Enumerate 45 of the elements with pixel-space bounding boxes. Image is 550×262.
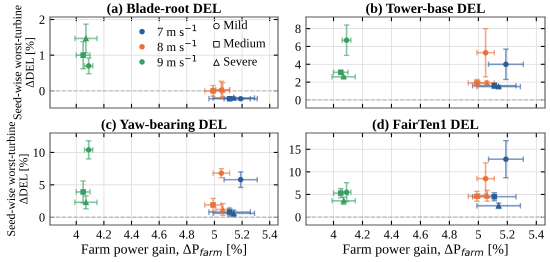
y-tick-label: 10: [34, 148, 45, 157]
x-tick-label: 4.6: [152, 230, 167, 239]
x-tick-label: 4.8: [442, 230, 457, 239]
x-tick-label: 4.2: [96, 230, 112, 239]
y-tick-label: 1: [40, 51, 44, 60]
y-axis-title: Seed-wise worst-turbine ΔDEL [%]: [13, 5, 36, 120]
chart-title: (b) Tower-base DEL: [366, 3, 485, 16]
x-tick-label: 5.2: [234, 230, 250, 239]
annotation: Medium: [224, 38, 266, 48]
y-tick-label: 0: [295, 96, 301, 104]
y-tick-label: 5: [296, 190, 301, 199]
y-tick-label: 10: [290, 168, 301, 176]
annotation: Severe: [224, 57, 257, 66]
y-tick-label: 4: [295, 60, 301, 69]
y-tick-label: 5: [40, 180, 45, 190]
chart-title: (d) FairTen1 DEL: [372, 119, 478, 132]
x-tick-label: 5.4: [529, 230, 544, 239]
y-tick-label: 15: [290, 145, 301, 154]
y-tick-label: 0: [39, 86, 45, 96]
x-tick-label: 4.4: [384, 230, 400, 239]
y-tick-label: 8: [295, 24, 301, 34]
x-tick-label: 4.2: [354, 230, 370, 239]
x-tick-label: 5: [212, 230, 218, 239]
x-tick-label: 4.8: [179, 230, 194, 239]
y-tick-label: 2: [39, 16, 44, 24]
x-axis-title: Farm power gain, ΔP$_{farm}$ [%]: [342, 244, 508, 257]
chart-title: (c) Yaw-bearing DEL: [102, 119, 226, 132]
annotation: Mild: [224, 20, 248, 30]
x-tick-label: 4: [73, 230, 80, 239]
legend-label: 7 m s$^{−1}$: [158, 24, 196, 36]
y-tick-label: 0: [295, 213, 301, 222]
legend-label: 9 m s$^{−1}$: [157, 55, 196, 66]
y-axis-title: Seed-wise worst-turbine ΔDEL [%]: [6, 122, 29, 236]
y-tick-label: 6: [295, 42, 301, 51]
chart-title: (a) Blade-root DEL: [107, 3, 221, 16]
x-tick-label: 5.4: [262, 230, 278, 239]
x-tick-label: 4.6: [412, 230, 428, 239]
y-tick-label: 0: [39, 213, 45, 222]
x-axis-title: Farm power gain, ΔP$_{farm}$ [%]: [81, 244, 246, 257]
x-tick-label: 4: [330, 230, 336, 239]
x-tick-label: 5.2: [500, 230, 514, 239]
x-tick-label: 4.4: [124, 230, 140, 239]
y-tick-label: 2: [295, 78, 300, 86]
legend-label: 8 m s$^{−1}$: [158, 40, 196, 52]
x-tick-label: 5: [476, 230, 482, 239]
